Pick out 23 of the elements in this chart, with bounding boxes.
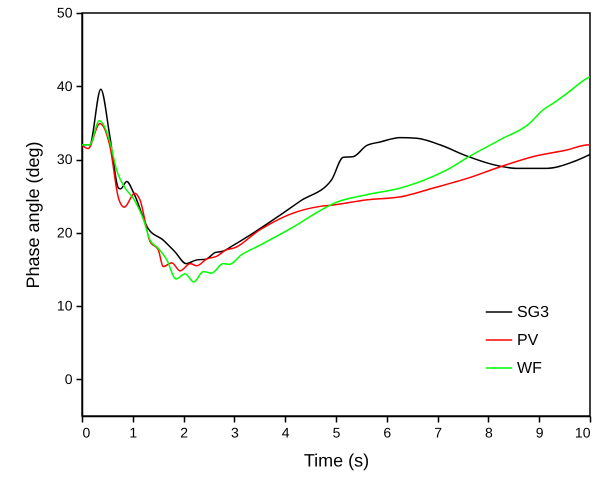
x-tick-label: 10 bbox=[574, 424, 591, 440]
y-tick-label: 10 bbox=[56, 298, 73, 314]
legend-label: SG3 bbox=[517, 304, 550, 321]
y-tick-label: 30 bbox=[56, 151, 73, 168]
x-tick-label: 7 bbox=[434, 424, 442, 440]
x-tick-label: 1 bbox=[129, 424, 138, 440]
x-tick-label: 8 bbox=[485, 424, 493, 440]
y-tick-label: 20 bbox=[56, 224, 73, 240]
line-series bbox=[82, 122, 590, 272]
y-axis-title: Phase angle (deg) bbox=[22, 141, 43, 289]
y-tick-label: 40 bbox=[56, 78, 73, 94]
y-tick-label: 50 bbox=[56, 4, 73, 20]
x-tick-label: 4 bbox=[282, 424, 290, 440]
x-tick-label: 0 bbox=[82, 424, 90, 440]
x-tick-label: 2 bbox=[180, 424, 188, 440]
x-tick-label: 3 bbox=[231, 424, 239, 440]
x-tick-label: 9 bbox=[536, 424, 544, 440]
x-axis-title: Time (s) bbox=[304, 450, 370, 470]
x-tick-label: 5 bbox=[332, 424, 341, 440]
legend-label: WF bbox=[517, 360, 542, 377]
x-tick-label: 6 bbox=[383, 424, 392, 440]
legend-label: PV bbox=[517, 332, 539, 349]
y-tick-label: 0 bbox=[64, 370, 73, 387]
